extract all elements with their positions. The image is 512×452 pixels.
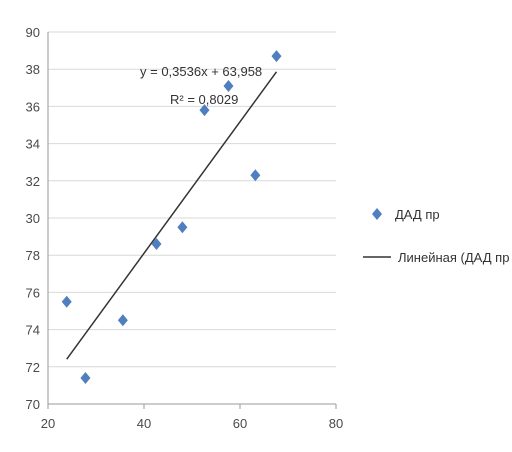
legend-marker-icon xyxy=(372,208,382,220)
trendline-equation: y = 0,3536x + 63,958 xyxy=(140,64,262,79)
y-tick-label: 38 xyxy=(26,62,40,77)
y-tick-label: 90 xyxy=(26,25,40,40)
axis-layer xyxy=(47,32,337,409)
legend: ДАД пр Линейная (ДАД пр xyxy=(363,207,509,265)
grid-layer xyxy=(48,31,336,405)
label-layer: 70 72 74 76 78 30 32 34 36 38 90 20 40 60 80 xyxy=(26,25,344,431)
data-point xyxy=(117,314,128,327)
data-point xyxy=(271,50,282,63)
x-tick-label: 80 xyxy=(329,416,343,431)
trend-layer xyxy=(66,71,278,360)
x-tick-label: 40 xyxy=(137,416,151,431)
point-layer xyxy=(61,50,282,384)
legend-label-trendline: Линейная (ДАД пр xyxy=(398,250,509,265)
data-point xyxy=(61,295,72,308)
y-tick-label: 30 xyxy=(26,211,40,226)
data-point xyxy=(80,371,91,384)
legend-label-series: ДАД пр xyxy=(395,207,440,222)
y-tick-label: 70 xyxy=(26,397,40,412)
data-point xyxy=(151,238,162,251)
y-tick-label: 34 xyxy=(26,137,40,152)
data-point xyxy=(223,79,234,92)
y-tick-label: 74 xyxy=(26,323,40,338)
trendline xyxy=(66,71,278,360)
y-tick-label: 78 xyxy=(26,248,40,263)
y-tick-label: 36 xyxy=(26,99,40,114)
x-tick-label: 60 xyxy=(233,416,247,431)
y-tick-label: 32 xyxy=(26,174,40,189)
trendline-r2: R² = 0,8029 xyxy=(170,92,238,107)
data-point xyxy=(250,169,261,182)
y-tick-label: 76 xyxy=(26,285,40,300)
y-tick-label: 72 xyxy=(26,360,40,375)
data-point xyxy=(177,221,188,234)
data-point xyxy=(199,104,210,117)
x-tick-label: 20 xyxy=(41,416,55,431)
